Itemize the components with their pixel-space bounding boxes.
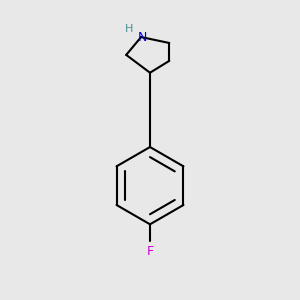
Text: N: N (138, 31, 147, 44)
Text: F: F (146, 244, 154, 258)
Text: H: H (125, 24, 134, 34)
